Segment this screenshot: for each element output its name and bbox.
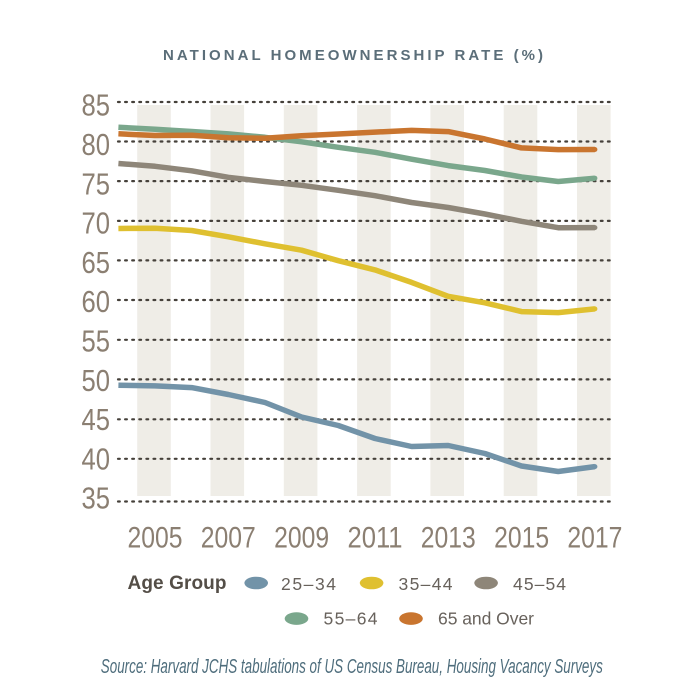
- svg-text:2013: 2013: [421, 522, 476, 555]
- svg-text:35: 35: [82, 481, 111, 516]
- svg-text:35–44: 35–44: [399, 574, 453, 594]
- svg-text:55–64: 55–64: [324, 609, 378, 629]
- svg-text:25–34: 25–34: [281, 574, 336, 594]
- svg-text:70: 70: [82, 206, 111, 241]
- svg-text:45: 45: [82, 402, 111, 437]
- svg-text:85: 85: [82, 88, 111, 123]
- svg-text:80: 80: [82, 127, 111, 162]
- svg-text:2015: 2015: [494, 522, 549, 555]
- svg-text:2005: 2005: [128, 522, 183, 555]
- svg-text:2009: 2009: [274, 522, 329, 555]
- svg-text:65 and Over: 65 and Over: [438, 609, 534, 629]
- svg-text:2017: 2017: [567, 522, 622, 555]
- svg-text:Source: Harvard JCHS tabulatio: Source: Harvard JCHS tabulations of US C…: [101, 656, 603, 678]
- svg-text:65: 65: [82, 245, 111, 280]
- svg-text:55: 55: [82, 324, 111, 359]
- svg-text:NATIONAL HOMEOWNERSHIP RATE (%: NATIONAL HOMEOWNERSHIP RATE (%): [163, 47, 543, 64]
- svg-text:2007: 2007: [201, 522, 256, 555]
- svg-text:60: 60: [82, 284, 111, 319]
- svg-text:Age Group: Age Group: [128, 573, 227, 594]
- svg-text:75: 75: [82, 166, 111, 201]
- svg-text:2011: 2011: [348, 522, 403, 555]
- svg-text:45–54: 45–54: [513, 574, 566, 594]
- svg-text:50: 50: [82, 363, 111, 398]
- svg-text:40: 40: [82, 441, 111, 476]
